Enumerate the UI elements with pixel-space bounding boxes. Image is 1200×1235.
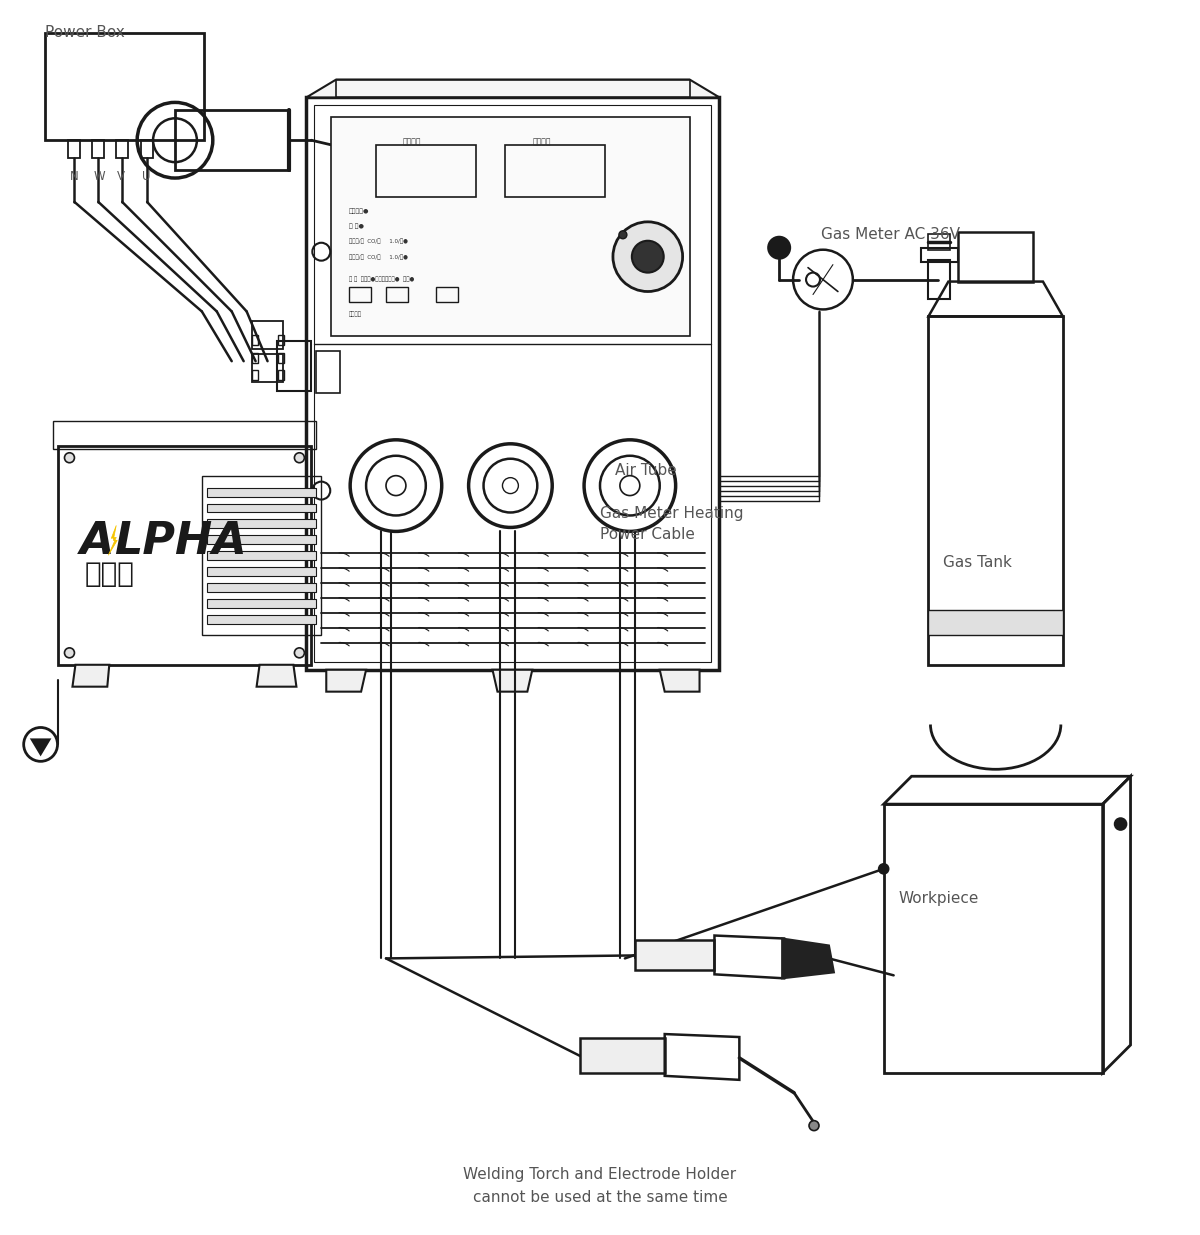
Bar	[959, 232, 1033, 282]
Text: 混合气/电  CO/电     1.0/电●: 混合气/电 CO/电 1.0/电●	[349, 238, 408, 245]
Text: Gas Tank: Gas Tank	[943, 556, 1013, 571]
Bar	[317, 351, 341, 393]
Text: Gas Meter Heating
Power Cable: Gas Meter Heating Power Cable	[600, 505, 744, 541]
Bar	[206, 488, 317, 496]
Text: U: U	[142, 170, 151, 183]
Polygon shape	[31, 740, 49, 755]
Bar	[505, 146, 605, 196]
Polygon shape	[326, 669, 366, 692]
Text: Power Box: Power Box	[44, 25, 125, 40]
Polygon shape	[660, 669, 700, 692]
Bar	[376, 146, 475, 196]
Bar	[278, 336, 284, 346]
Bar	[44, 32, 204, 141]
Bar	[883, 804, 1103, 1073]
Text: 埃尔法: 埃尔法	[84, 561, 134, 588]
Text: Gas Meter AC 36V: Gas Meter AC 36V	[821, 227, 960, 242]
Bar	[206, 599, 317, 608]
Polygon shape	[306, 79, 720, 98]
Text: 电流显示: 电流显示	[533, 137, 551, 146]
Bar	[58, 446, 311, 664]
Polygon shape	[257, 664, 296, 687]
Bar	[202, 475, 322, 635]
Bar	[92, 141, 104, 158]
Circle shape	[809, 1120, 818, 1130]
Bar	[278, 370, 284, 380]
Bar	[386, 287, 408, 303]
Text: N: N	[70, 170, 78, 183]
Bar	[252, 354, 283, 382]
Bar	[252, 370, 258, 380]
Bar	[314, 105, 712, 662]
Circle shape	[294, 453, 305, 463]
Circle shape	[619, 231, 626, 238]
Bar	[206, 615, 317, 624]
Circle shape	[65, 648, 74, 658]
Bar	[142, 141, 154, 158]
Bar	[276, 341, 311, 391]
Bar	[252, 321, 283, 350]
Bar	[336, 79, 690, 98]
Bar	[331, 117, 690, 336]
Bar	[929, 233, 950, 249]
Bar	[206, 536, 317, 545]
Circle shape	[65, 453, 74, 463]
Circle shape	[878, 863, 889, 874]
Polygon shape	[580, 1039, 665, 1073]
Bar	[278, 353, 284, 363]
Text: 调节范围●: 调节范围●	[349, 209, 370, 215]
Bar	[206, 567, 317, 577]
Polygon shape	[635, 941, 714, 971]
Bar	[349, 287, 371, 303]
Circle shape	[632, 241, 664, 273]
Polygon shape	[492, 669, 533, 692]
Text: LPHA: LPHA	[114, 520, 247, 563]
Text: 调电电流: 调电电流	[349, 311, 362, 317]
Polygon shape	[108, 525, 118, 556]
Text: 点 焊●: 点 焊●	[349, 224, 364, 230]
Bar	[53, 421, 317, 448]
Bar	[252, 353, 258, 363]
Text: Air Tube: Air Tube	[614, 463, 677, 478]
Bar	[116, 141, 128, 158]
Text: W: W	[94, 170, 104, 183]
Bar	[920, 248, 959, 262]
Polygon shape	[782, 939, 834, 978]
Bar	[436, 287, 457, 303]
Text: V: V	[118, 170, 125, 183]
Circle shape	[613, 222, 683, 291]
Text: 电压显示: 电压显示	[403, 137, 421, 146]
Bar	[252, 336, 258, 346]
Bar	[929, 316, 1063, 664]
Bar	[175, 110, 289, 170]
Text: A: A	[79, 520, 114, 563]
Text: 点 焊  手工焊●电弧焊送丝修●  供气●: 点 焊 手工焊●电弧焊送丝修● 供气●	[349, 277, 414, 282]
Bar	[206, 504, 317, 513]
Circle shape	[294, 648, 305, 658]
Text: 混合气/电  CO/电     1.0/电●: 混合气/电 CO/电 1.0/电●	[349, 254, 408, 261]
Circle shape	[1115, 818, 1127, 830]
Bar	[206, 551, 317, 561]
Text: Workpiece: Workpiece	[899, 890, 979, 905]
Bar	[206, 520, 317, 529]
Bar	[206, 583, 317, 592]
Circle shape	[768, 237, 790, 258]
Text: Welding Torch and Electrode Holder
cannot be used at the same time: Welding Torch and Electrode Holder canno…	[463, 1167, 737, 1204]
Bar	[68, 141, 80, 158]
Polygon shape	[72, 664, 109, 687]
Bar	[929, 259, 950, 299]
Bar	[306, 98, 720, 669]
Bar	[929, 610, 1063, 635]
